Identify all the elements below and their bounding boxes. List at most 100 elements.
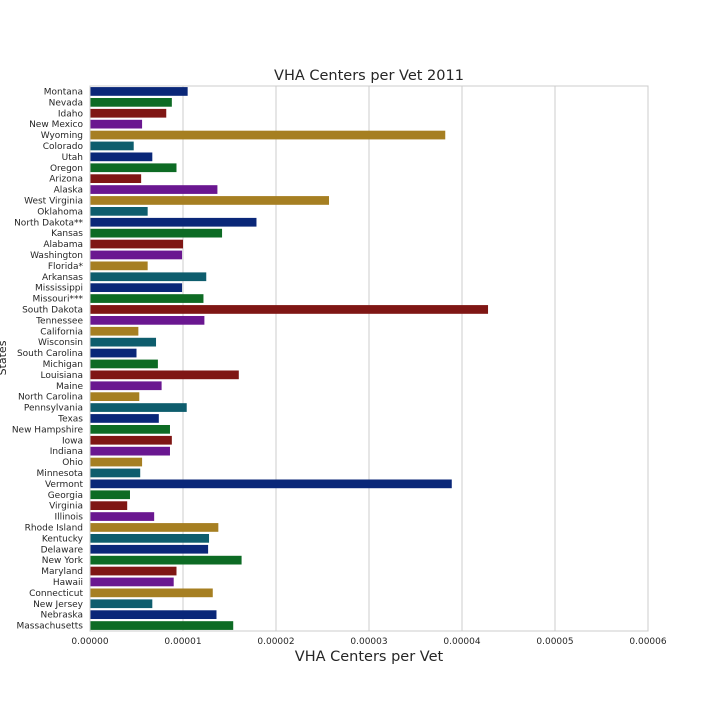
category-label: Connecticut [29,589,83,599]
bar [90,479,452,489]
bar [90,392,140,402]
category-label: New Hampshire [12,425,84,435]
bar [90,359,158,369]
category-label: Hawaii [53,578,83,588]
bar [90,174,142,184]
category-label: Nevada [49,98,83,108]
bar [90,424,170,434]
category-label: Maine [56,382,83,392]
category-label: Illinois [54,513,83,523]
category-label: Iowa [62,436,83,446]
bar [90,446,170,456]
x-tick-label: 0.00001 [164,637,201,647]
chart-title: VHA Centers per Vet 2011 [274,68,464,84]
category-label: Montana [44,87,83,97]
bar [90,315,205,325]
x-tick-label: 0.00004 [443,637,480,647]
bar [90,119,143,129]
bar [90,566,177,576]
category-label: Maryland [41,567,83,577]
bar [90,239,183,249]
y-axis-label: States [0,340,9,375]
x-tick-label: 0.00005 [536,637,573,647]
bar [90,163,177,173]
category-label: Vermont [45,480,84,490]
category-label: Missouri*** [32,295,83,305]
category-label: South Carolina [17,349,83,359]
bar [90,294,204,303]
category-label: New York [42,556,84,566]
bar [90,261,148,271]
category-label: Delaware [41,545,84,555]
bar [90,490,130,500]
bar [90,87,188,96]
category-label: Nebraska [41,611,83,621]
category-label: Wisconsin [38,338,83,348]
category-label: Florida* [48,262,84,272]
bar [90,283,183,293]
category-label: Georgia [48,491,83,501]
category-label: Alaska [54,186,83,196]
category-label: Louisiana [41,371,84,381]
category-label: Colorado [43,142,84,152]
category-label: Texas [57,414,83,424]
bar [90,588,213,598]
bar [90,228,223,238]
category-label: Kansas [51,229,83,239]
bar [90,305,489,314]
bar [90,381,162,391]
bar [90,217,257,227]
category-label: South Dakota [22,305,83,315]
bar [90,523,219,532]
bar [90,337,157,347]
category-label: Washington [30,251,83,261]
category-label: Virginia [49,502,83,512]
bar [90,599,153,609]
bar [90,250,183,260]
bar [90,108,167,118]
bar [90,621,234,630]
bar [90,403,187,412]
category-label: Rhode Island [25,523,83,533]
bar [90,206,148,216]
bars [90,87,489,630]
bar [90,577,174,587]
bar [90,141,134,151]
plot-frame [89,85,649,632]
category-label: Alabama [43,240,83,250]
bar [90,196,330,205]
x-tick-label: 0.00003 [350,637,387,647]
x-tick-label: 0.00006 [629,637,666,647]
bar [90,370,239,380]
category-label: Michigan [43,360,83,370]
bar [90,501,128,511]
category-label: Mississippi [35,284,83,294]
bar [90,512,155,521]
bar [90,348,137,358]
bar [90,326,139,336]
x-tick-label: 0.00002 [257,637,294,647]
category-label: Utah [62,153,83,163]
bar [90,435,172,445]
bar [90,185,218,194]
category-label: Kentucky [42,534,84,544]
category-label: Minnesota [37,469,83,479]
category-label: Ohio [62,458,83,468]
category-label: New Mexico [29,120,83,130]
bar [90,555,242,565]
bar [90,152,153,162]
bar [90,97,172,107]
category-label: Oklahoma [37,207,83,217]
category-label: Indiana [50,447,83,457]
category-label: Oregon [50,164,83,174]
category-label: North Dakota** [14,218,83,228]
category-label: Tennessee [35,316,83,326]
category-label: Wyoming [41,131,83,141]
category-label: Massachusetts [16,622,83,632]
category-label: Arkansas [42,273,83,283]
bar [90,457,143,467]
category-label: Idaho [58,109,84,119]
category-label: New Jersey [33,600,84,610]
